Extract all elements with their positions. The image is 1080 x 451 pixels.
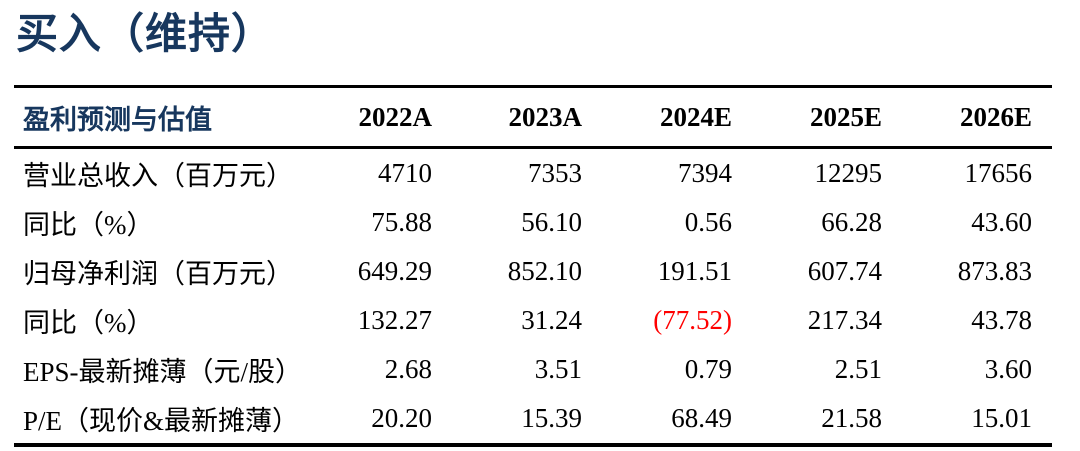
rating-title: 买入（维持） [16,12,275,58]
cell-value: 649.29 [357,256,432,286]
cell-value: 217.34 [807,305,882,335]
cell-value: 56.10 [521,207,582,237]
cell-value: 7353 [528,158,582,188]
cell-value: 852.10 [507,256,582,286]
cell-value: 17656 [964,158,1033,188]
cell-value-negative: (77.52) [653,305,732,335]
forecast-valuation-table: 盈利预测与估值 2022A 2023A 2024E 2025E 2026E 营业… [14,85,1052,447]
cell-value: 75.88 [371,207,432,237]
cell-value: 7394 [678,158,732,188]
cell-value: 0.79 [684,354,732,384]
col-header-2026e: 2026E [902,86,1052,149]
table-row-eps: EPS-最新摊薄（元/股） 2.68 3.51 0.79 2.51 3.60 [14,345,1052,394]
table-title: 盈利预测与估值 [14,86,302,149]
cell-value: 21.58 [821,403,882,433]
cell-value: 0.56 [684,207,732,237]
cell-value: 43.60 [971,207,1032,237]
cell-value: 2.68 [384,354,432,384]
col-header-2024e: 2024E [602,86,752,149]
col-header-2025e: 2025E [752,86,902,149]
table-row-net-profit-yoy: 同比（%） 132.27 31.24 (77.52) 217.34 43.78 [14,296,1052,345]
row-label: 同比（%） [23,308,154,338]
table-row-revenue-yoy: 同比（%） 75.88 56.10 0.56 66.28 43.60 [14,198,1052,247]
cell-value: 191.51 [657,256,732,286]
cell-value: 20.20 [371,403,432,433]
cell-value: 43.78 [971,305,1032,335]
row-label: P/E（现价&最新摊薄） [23,406,300,436]
cell-value: 15.39 [521,403,582,433]
header-row: 盈利预测与估值 2022A 2023A 2024E 2025E 2026E [14,86,1052,149]
row-label: EPS-最新摊薄（元/股） [23,357,303,387]
table-row-revenue: 营业总收入（百万元） 4710 7353 7394 12295 17656 [14,148,1052,199]
cell-value: 66.28 [821,207,882,237]
col-header-2023a: 2023A [452,86,602,149]
cell-value: 873.83 [957,256,1032,286]
col-header-2022a: 2022A [302,86,452,149]
cell-value: 3.51 [534,354,582,384]
cell-value: 15.01 [971,403,1032,433]
cell-value: 31.24 [521,305,582,335]
cell-value: 68.49 [671,403,732,433]
row-label: 归母净利润（百万元） [23,259,293,289]
row-label: 营业总收入（百万元） [23,161,293,191]
cell-value: 3.60 [984,354,1032,384]
cell-value: 607.74 [807,256,882,286]
cell-value: 2.51 [834,354,882,384]
table-row-pe: P/E（现价&最新摊薄） 20.20 15.39 68.49 21.58 15.… [14,394,1052,445]
cell-value: 132.27 [357,305,432,335]
cell-value: 12295 [814,158,883,188]
row-label: 同比（%） [23,210,154,240]
table-row-net-profit: 归母净利润（百万元） 649.29 852.10 191.51 607.74 8… [14,247,1052,296]
cell-value: 4710 [378,158,432,188]
